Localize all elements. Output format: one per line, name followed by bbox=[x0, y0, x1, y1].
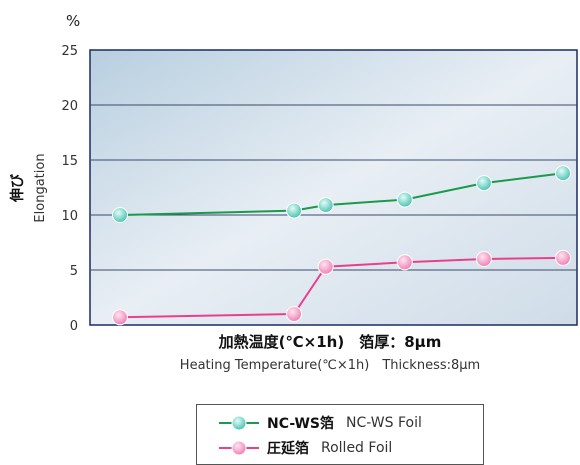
data-point-s0-x200 bbox=[396, 191, 413, 208]
data-point-s1-x20 bbox=[112, 309, 128, 326]
series-line-0 bbox=[119, 172, 564, 216]
data-point-s1-x300 bbox=[555, 249, 571, 266]
data-point-s0-x130 bbox=[286, 202, 303, 219]
legend-label-en-nc-ws: NC-WS Foil bbox=[346, 415, 422, 431]
plot-area bbox=[89, 49, 578, 326]
legend-swatch-nc-ws bbox=[219, 415, 259, 431]
legend-entry-rolled: 圧延箔 Rolled Foil bbox=[217, 437, 392, 459]
data-point-s1-x130 bbox=[286, 306, 303, 322]
y-unit-label: % bbox=[66, 12, 80, 30]
y-axis-label-jp: 伸び bbox=[9, 173, 26, 203]
series-layer bbox=[112, 165, 571, 326]
legend-label-jp-rolled: 圧延箔 bbox=[267, 441, 309, 457]
data-point-s1-x200 bbox=[396, 254, 413, 271]
data-point-s0-x250 bbox=[475, 175, 492, 192]
data-point-s0-x20 bbox=[112, 207, 128, 223]
legend-label-en-rolled: Rolled Foil bbox=[321, 440, 393, 456]
y-tick-label-15: 15 bbox=[61, 154, 78, 169]
grid-lines bbox=[90, 104, 577, 271]
data-point-s1-x150 bbox=[317, 258, 334, 275]
data-point-s1-x250 bbox=[475, 251, 492, 267]
y-tick-label-25: 25 bbox=[61, 44, 78, 59]
y-tick-label-10: 10 bbox=[61, 209, 78, 224]
y-tick-label-5: 5 bbox=[70, 264, 78, 279]
y-axis-label-en: Elongation bbox=[33, 153, 48, 222]
legend: NC-WS箔 NC-WS Foil 圧延箔 Rolled Foil bbox=[196, 404, 484, 465]
legend-swatch-rolled bbox=[219, 440, 259, 456]
data-point-s0-x300 bbox=[555, 165, 571, 182]
x-axis-label-en: Heating Temperature(℃×1h) Thickness:8μm bbox=[179, 358, 481, 373]
series-line-1 bbox=[119, 256, 564, 319]
legend-entry-nc-ws: NC-WS箔 NC-WS Foil bbox=[217, 412, 422, 434]
data-point-s0-x150 bbox=[317, 197, 334, 214]
y-axis-ticks: 0 5 10 15 20 25 bbox=[61, 44, 78, 330]
y-tick-label-20: 20 bbox=[61, 99, 78, 114]
x-axis-label-jp: 加熱温度(℃×1h) 箔厚：8μm bbox=[218, 333, 442, 351]
y-tick-label-0: 0 bbox=[70, 319, 78, 330]
legend-label-jp-nc-ws: NC-WS箔 bbox=[267, 416, 335, 432]
